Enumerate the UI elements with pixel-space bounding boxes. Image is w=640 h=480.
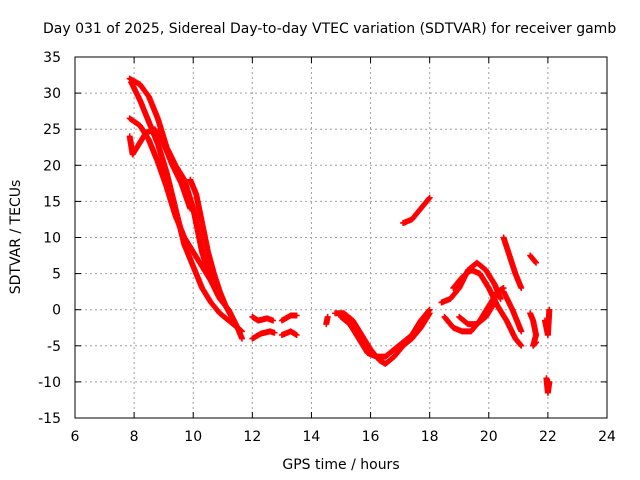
y-tick-label: 25 bbox=[43, 122, 61, 138]
x-tick-label: 24 bbox=[598, 429, 616, 445]
series-track-s bbox=[500, 288, 525, 335]
data-point bbox=[533, 339, 540, 346]
data-point bbox=[293, 331, 300, 338]
data-point bbox=[533, 259, 540, 266]
series-track-t bbox=[527, 252, 540, 266]
data-point bbox=[426, 306, 433, 313]
data-point bbox=[518, 328, 525, 335]
series-track-d bbox=[126, 126, 194, 212]
grid-lines bbox=[75, 57, 607, 418]
x-axis-label: GPS time / hours bbox=[282, 457, 399, 473]
x-tick-label: 16 bbox=[362, 429, 380, 445]
y-tick-label: 0 bbox=[52, 303, 61, 319]
y-tick-label: 10 bbox=[43, 231, 61, 247]
chart-title: Day 031 of 2025, Sidereal Day-to-day VTE… bbox=[43, 21, 616, 37]
x-tick-label: 8 bbox=[130, 429, 139, 445]
series-track-r bbox=[500, 234, 525, 292]
data-point bbox=[324, 313, 331, 320]
data-point bbox=[425, 307, 432, 314]
series-track-v bbox=[541, 306, 553, 338]
x-axis-ticks: 6 8 10 12 14 16 18 20 22 24 bbox=[71, 57, 616, 445]
series-track-w bbox=[543, 375, 553, 396]
y-tick-label: 30 bbox=[43, 86, 61, 102]
series-track-q bbox=[456, 299, 498, 328]
series-track-e bbox=[187, 176, 235, 320]
data-point bbox=[518, 285, 525, 292]
data-series bbox=[126, 75, 553, 396]
series-track-f bbox=[249, 313, 277, 324]
data-point bbox=[270, 317, 277, 324]
data-point bbox=[238, 328, 245, 335]
x-tick-label: 10 bbox=[184, 429, 202, 445]
data-point bbox=[426, 194, 433, 201]
y-tick-label: 20 bbox=[43, 158, 61, 174]
series-track-l bbox=[338, 306, 433, 360]
data-point bbox=[546, 378, 553, 385]
data-point bbox=[228, 313, 235, 320]
series-track-j bbox=[323, 313, 331, 328]
y-tick-label: 35 bbox=[43, 50, 61, 66]
y-tick-label: -5 bbox=[47, 339, 61, 355]
series-track-p bbox=[450, 266, 525, 349]
x-tick-label: 22 bbox=[539, 429, 557, 445]
series-track-i bbox=[278, 312, 300, 324]
y-tick-label: 15 bbox=[43, 194, 61, 210]
data-point bbox=[518, 342, 525, 349]
data-point bbox=[425, 195, 432, 202]
x-tick-label: 6 bbox=[71, 429, 80, 445]
x-tick-label: 12 bbox=[243, 429, 261, 445]
data-point bbox=[497, 295, 504, 302]
x-tick-label: 18 bbox=[421, 429, 439, 445]
series-track-c bbox=[126, 115, 214, 284]
data-point bbox=[293, 312, 300, 319]
data-point bbox=[187, 205, 194, 212]
y-tick-label: -10 bbox=[38, 375, 61, 391]
series-track-u bbox=[527, 310, 540, 349]
data-point bbox=[207, 277, 214, 284]
series-track-h bbox=[278, 328, 300, 338]
data-point bbox=[238, 335, 245, 342]
x-tick-label: 14 bbox=[303, 429, 321, 445]
plot-frame bbox=[74, 56, 608, 419]
series-track-g bbox=[249, 328, 278, 342]
y-axis-ticks: -15 -10 -5 0 5 10 15 20 25 30 35 bbox=[38, 50, 607, 427]
data-point bbox=[271, 329, 278, 336]
y-axis-label: SDTVAR / TECUs bbox=[8, 180, 24, 295]
x-tick-label: 20 bbox=[480, 429, 498, 445]
y-tick-label: -15 bbox=[38, 411, 61, 427]
data-point bbox=[491, 299, 498, 306]
series-track-m bbox=[400, 194, 433, 227]
y-tick-label: 5 bbox=[52, 267, 61, 283]
data-point bbox=[546, 306, 553, 313]
